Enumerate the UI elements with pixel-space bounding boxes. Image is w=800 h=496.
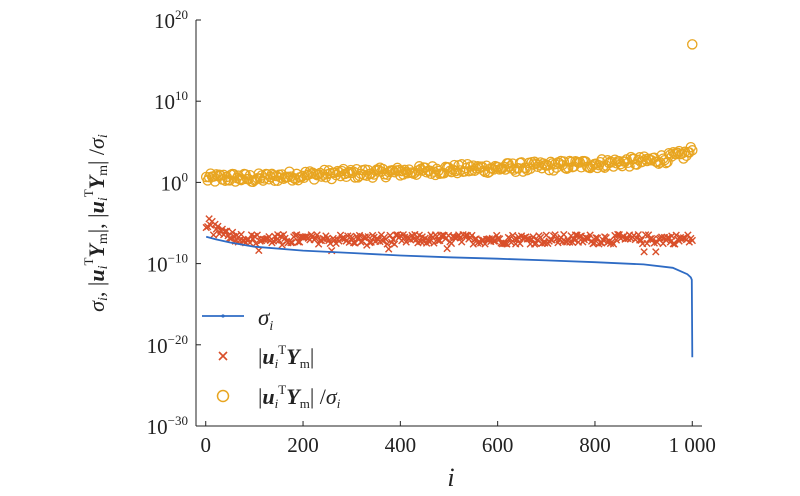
projection-point: [503, 240, 511, 248]
ratio-point: [316, 171, 327, 182]
ratio-outlier-point: [687, 39, 698, 50]
projection-point: [529, 233, 537, 241]
ratio-point: [354, 170, 365, 182]
projection-point: [313, 231, 321, 239]
projection-point: [640, 248, 648, 256]
chart-axes: 0 200 400 600 800 1 000 1020 1010 100 10−10 10−20 1…: [81, 7, 716, 492]
ratio-point: [684, 147, 695, 158]
ratio-point: [548, 165, 559, 176]
projection-point: [566, 238, 574, 246]
projection-point: [672, 231, 680, 239]
projection-point: [490, 237, 498, 245]
legend-sigma-dot: [221, 314, 225, 318]
projection-point: [390, 240, 399, 248]
projection-point: [663, 234, 672, 242]
legend: σi |uiTYm| |uiTYm| /σi: [202, 305, 341, 411]
projection-point: [361, 233, 369, 241]
projection-point: [652, 248, 660, 256]
projection-point: [634, 231, 642, 239]
projection-point: [386, 231, 394, 240]
projection-point: [253, 231, 261, 239]
projection-point: [385, 245, 393, 253]
projection-point: [614, 230, 622, 239]
projection-point: [355, 231, 364, 240]
ratio-point: [562, 162, 574, 173]
projection-point: [252, 239, 260, 248]
y-axis-label: σi, |uiTYm|, |uiTYm| /σi: [81, 134, 111, 312]
y-tick-label: 10−10: [147, 251, 188, 277]
projection-point: [209, 231, 218, 239]
projection-point: [570, 235, 578, 244]
x-tick-label: 400: [385, 433, 417, 457]
projection-point: [609, 240, 618, 248]
projection-point: [688, 236, 696, 245]
y-tick-label: 10−20: [147, 332, 188, 358]
legend-projection-swatch: [218, 351, 228, 361]
projection-point: [430, 239, 438, 247]
sigma-line: [205, 235, 694, 358]
x-tick-label: 200: [287, 433, 319, 457]
projection-point: [612, 236, 621, 244]
legend-ratio-swatch: [216, 389, 230, 403]
projection-point: [255, 246, 263, 255]
x-tick-label: 1 000: [669, 433, 716, 457]
ratio-point: [329, 167, 340, 178]
ratio-point: [665, 149, 676, 160]
x-tick-label: 800: [579, 433, 611, 457]
projection-point: [288, 238, 296, 247]
projection-point: [214, 222, 222, 230]
projection-point: [293, 231, 301, 239]
projection-point: [221, 227, 229, 235]
projection-point: [364, 233, 372, 241]
projection-point: [237, 230, 245, 239]
projection-point: [287, 239, 295, 247]
projection-point: [536, 233, 545, 242]
projection-point: [560, 230, 568, 239]
projection-point: [516, 239, 524, 248]
projection-point: [326, 239, 334, 248]
legend-sigma-label: σi: [258, 305, 273, 334]
legend-ratio-label: |uiTYm| /σi: [258, 382, 341, 411]
x-tick-label: 600: [482, 433, 514, 457]
y-tick-label: 100: [161, 169, 189, 195]
ratio-point: [399, 164, 410, 176]
projection-point: [671, 240, 679, 248]
ratio-point: [452, 167, 463, 179]
x-tick-label: 0: [200, 433, 211, 457]
projection-point: [275, 236, 283, 244]
y-tick-label: 10−30: [147, 413, 188, 439]
legend-projection-label: |uiTYm|: [258, 342, 314, 371]
ratio-point: [332, 165, 343, 177]
projection-point: [383, 240, 391, 248]
projection-point: [548, 236, 556, 244]
ratio-point: [687, 145, 698, 156]
projection-point: [228, 228, 237, 236]
ratio-point: [660, 157, 672, 169]
projection-point: [447, 239, 456, 248]
projection-point: [571, 231, 580, 239]
projection-point: [586, 231, 594, 239]
projection-point: [434, 237, 442, 245]
y-tick-label: 1020: [154, 7, 188, 33]
ratio-point: [543, 164, 555, 176]
projection-point: [223, 227, 231, 235]
x-axis-label: i: [447, 463, 454, 492]
projection-point: [351, 239, 359, 247]
projection-point: [458, 238, 466, 246]
chart-marks: [200, 39, 698, 358]
y-tick-label: 1010: [154, 88, 188, 114]
